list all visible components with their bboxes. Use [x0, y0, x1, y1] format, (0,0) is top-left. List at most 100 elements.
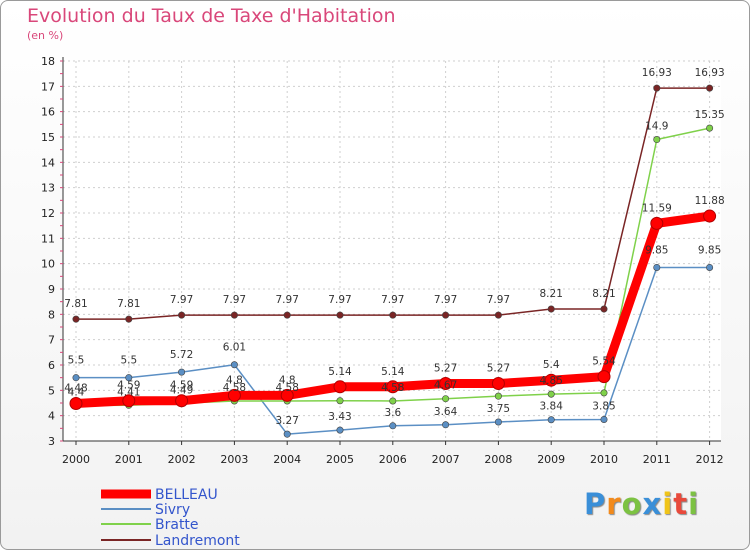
- data-label: 16.93: [695, 67, 725, 79]
- data-point: [439, 376, 453, 390]
- data-point: [280, 388, 294, 402]
- legend-label-landremont: Landremont: [155, 533, 240, 549]
- data-label: 3.85: [592, 400, 615, 412]
- data-label: 4.8: [226, 374, 243, 386]
- y-tick-label: 3: [48, 435, 55, 448]
- data-point: [547, 390, 555, 398]
- data-point: [230, 361, 238, 369]
- x-tick-label: 2010: [590, 453, 618, 466]
- x-tick-label: 2011: [643, 453, 671, 466]
- data-label: 3.84: [540, 401, 564, 413]
- data-label: 7.97: [487, 294, 510, 306]
- y-tick-label: 12: [41, 207, 55, 220]
- x-tick-label: 2006: [379, 453, 407, 466]
- x-tick-label: 2002: [168, 453, 196, 466]
- proxiti-logo: Proxiti: [584, 487, 699, 521]
- data-label: 4.58: [223, 382, 246, 394]
- data-point: [706, 84, 714, 92]
- data-point: [491, 376, 505, 390]
- legend-label-belleau: BELLEAU: [155, 487, 218, 503]
- data-label: 4.58: [276, 382, 299, 394]
- data-label: 4.49: [170, 384, 193, 396]
- data-label: 5.14: [328, 366, 352, 378]
- y-tick-label: 5: [48, 384, 55, 397]
- y-tick-label: 9: [48, 283, 55, 296]
- data-label: 4.59: [170, 380, 193, 392]
- y-tick-label: 10: [41, 258, 55, 271]
- data-label: 4.59: [117, 380, 140, 392]
- data-point: [600, 389, 608, 397]
- data-label: 14.9: [645, 121, 668, 133]
- y-tick-label: 6: [48, 359, 55, 372]
- data-point: [703, 209, 717, 223]
- y-tick-label: 4: [48, 410, 55, 423]
- data-point: [336, 311, 344, 319]
- data-label: 5.14: [381, 366, 405, 378]
- x-tick-label: 2004: [273, 453, 301, 466]
- data-label: 3.75: [487, 403, 510, 415]
- data-label: 3.27: [276, 415, 299, 427]
- logo-letter: o: [621, 487, 643, 521]
- data-point: [72, 374, 80, 382]
- data-label: 7.97: [276, 294, 299, 306]
- data-point: [600, 305, 608, 313]
- x-tick-label: 2008: [484, 453, 512, 466]
- data-label: 6.01: [223, 342, 246, 354]
- data-point: [597, 370, 611, 384]
- data-point: [706, 263, 714, 271]
- y-tick-label: 8: [48, 308, 55, 321]
- data-point: [175, 394, 189, 408]
- data-point: [389, 422, 397, 430]
- data-label: 4.48: [64, 383, 87, 395]
- x-tick-label: 2000: [62, 453, 90, 466]
- data-point: [544, 373, 558, 387]
- x-tick-label: 2009: [537, 453, 565, 466]
- data-label: 5.72: [170, 349, 193, 361]
- data-point: [547, 305, 555, 313]
- y-tick-label: 13: [41, 182, 55, 195]
- data-label: 5.5: [120, 355, 137, 367]
- data-label: 4.8: [279, 374, 296, 386]
- data-point: [600, 415, 608, 423]
- data-label: 7.97: [170, 294, 193, 306]
- x-tick-label: 2005: [326, 453, 354, 466]
- data-label: 5.4: [543, 359, 560, 371]
- data-point: [283, 430, 291, 438]
- data-point: [547, 416, 555, 424]
- data-point: [72, 315, 80, 323]
- data-point: [69, 397, 83, 411]
- logo-letter: t: [673, 487, 689, 521]
- data-point: [442, 395, 450, 403]
- data-point: [653, 136, 661, 144]
- data-label: 11.59: [642, 202, 672, 214]
- logo-letter: i: [688, 487, 700, 521]
- data-point: [125, 374, 133, 382]
- data-point: [122, 394, 136, 408]
- data-point: [336, 426, 344, 434]
- chart-unit-label: (en %): [27, 29, 64, 42]
- data-point: [389, 397, 397, 405]
- y-tick-label: 11: [41, 232, 55, 245]
- legend-label-bratte: Bratte: [155, 517, 199, 533]
- data-label: 8.21: [592, 288, 615, 300]
- logo-letter: P: [584, 487, 607, 521]
- data-label: 7.97: [434, 294, 457, 306]
- data-point: [650, 216, 664, 230]
- logo-letter: r: [606, 487, 622, 521]
- data-label: 5.54: [592, 356, 616, 368]
- data-label: 3.64: [434, 406, 458, 418]
- data-label: 4.85: [540, 375, 563, 387]
- data-label: 7.97: [381, 294, 404, 306]
- logo-letter: x: [642, 487, 663, 521]
- data-label: 7.81: [64, 298, 87, 310]
- y-tick-label: 16: [41, 106, 55, 119]
- data-point: [706, 124, 714, 132]
- data-label: 8.21: [540, 288, 563, 300]
- plot-area: [63, 61, 721, 441]
- x-tick-label: 2012: [696, 453, 724, 466]
- data-label: 4.58: [381, 382, 404, 394]
- data-label: 9.85: [645, 244, 668, 256]
- data-point: [442, 311, 450, 319]
- data-label: 4.41: [117, 386, 140, 398]
